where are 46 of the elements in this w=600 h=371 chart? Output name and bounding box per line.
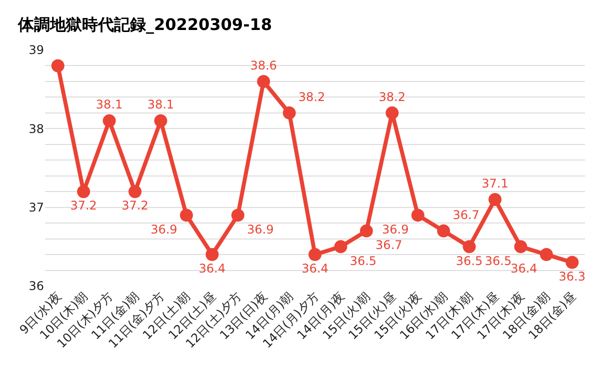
point [77,185,90,198]
data-label: 36.3 [558,270,586,284]
y-tick-label: 36 [28,279,44,294]
point [257,74,270,88]
point [437,224,450,238]
point [514,240,528,254]
data-label: 38.2 [298,90,326,104]
point [282,106,296,120]
data-label: 37.1 [482,176,508,190]
data-label: 36.5 [456,254,483,268]
point [462,240,476,254]
data-label: 36.9 [150,222,178,236]
data-label: 36.4 [510,262,538,276]
data-label: 36.9 [246,222,274,236]
point [360,224,373,238]
data-label: 36.5 [350,254,377,268]
data-label: 36.4 [302,262,328,276]
point [51,59,64,72]
y-tick-label: 39 [28,43,44,58]
data-label: 36.7 [376,238,402,252]
point [102,114,116,128]
data-label: 37.2 [70,198,97,213]
point [180,208,193,222]
point [566,256,579,269]
data-label: 37.2 [122,198,148,213]
point [128,185,142,198]
point [308,248,322,262]
point [154,114,168,128]
point [411,208,424,222]
point [540,248,553,262]
point [206,248,219,262]
data-label: 36.7 [452,208,480,222]
data-label: 38.1 [147,98,174,112]
data-label: 38.2 [378,90,406,104]
data-label: 38.1 [96,98,123,112]
point [334,240,348,254]
data-label: 38.6 [250,58,277,72]
y-tick-label: 37 [28,200,44,215]
point [231,208,244,222]
point [386,106,399,120]
data-label: 36.4 [198,262,226,276]
data-label: 36.5 [484,254,512,268]
y-tick-label: 38 [28,122,44,136]
data-label: 36.9 [382,222,409,236]
point [488,192,502,206]
chart-title: 体調地獄時代記録_20220309-18 [17,14,272,34]
